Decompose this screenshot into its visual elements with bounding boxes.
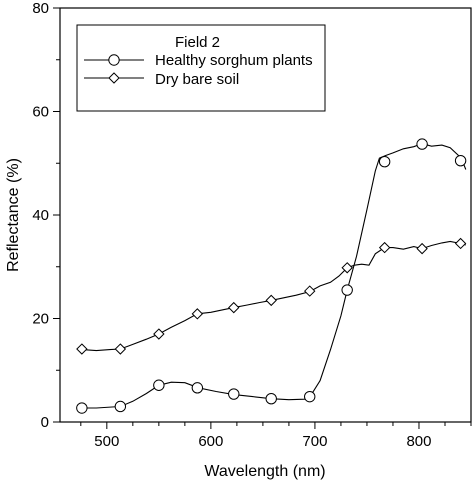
legend-title: Field 2 [175, 34, 220, 51]
legend-label-soil: Dry bare soil [155, 71, 239, 88]
data-point-healthy-sorghum [416, 138, 428, 150]
y-tick-label: 80 [32, 0, 49, 17]
x-tick-label: 500 [94, 433, 119, 450]
data-point-dry-bare-soil [76, 343, 88, 355]
x-tick-label: 700 [302, 433, 327, 450]
data-point-healthy-sorghum [228, 388, 240, 400]
data-point-dry-bare-soil [454, 237, 467, 250]
y-tick-label: 60 [32, 104, 49, 121]
data-point-healthy-sorghum [153, 379, 165, 391]
data-point-healthy-sorghum [304, 390, 316, 403]
y-axis-title: Reflectance (%) [5, 158, 22, 272]
x-tick-label: 800 [406, 433, 431, 450]
x-axis: 500 600 700 800 [80, 422, 472, 450]
data-point-healthy-sorghum [378, 155, 391, 168]
legend-label-healthy: Healthy sorghum plants [155, 52, 313, 69]
data-point-dry-bare-soil [304, 285, 316, 297]
legend: Field 2 Healthy sorghum plants Dry bare … [76, 24, 326, 112]
data-point-dry-bare-soil [114, 343, 127, 355]
series-line-healthy-sorghum [81, 143, 467, 409]
data-point-dry-bare-soil [191, 308, 204, 320]
series-layer [76, 138, 467, 414]
data-point-healthy-sorghum [341, 284, 353, 296]
y-tick-label: 40 [32, 207, 49, 224]
legend-marker-healthy [108, 54, 120, 66]
legend-marker-soil [108, 72, 120, 84]
data-point-dry-bare-soil [378, 241, 391, 254]
data-point-healthy-sorghum [76, 402, 88, 414]
data-point-healthy-sorghum [191, 382, 204, 394]
legend-box [76, 24, 326, 112]
x-tick-label: 600 [198, 433, 223, 450]
y-tick-label: 20 [32, 311, 49, 328]
data-point-healthy-sorghum [114, 400, 127, 413]
data-point-healthy-sorghum [265, 393, 277, 405]
x-axis-title: Wavelength (nm) [204, 463, 325, 480]
data-point-dry-bare-soil [228, 301, 240, 314]
data-point-dry-bare-soil [416, 242, 428, 255]
data-point-healthy-sorghum [454, 154, 467, 167]
series-line-dry-bare-soil [81, 240, 466, 352]
data-point-dry-bare-soil [341, 262, 353, 274]
y-axis: 0 20 40 60 80 [32, 0, 60, 431]
y-tick-label: 0 [41, 414, 49, 431]
data-point-dry-bare-soil [265, 294, 277, 307]
data-point-dry-bare-soil [153, 328, 165, 340]
